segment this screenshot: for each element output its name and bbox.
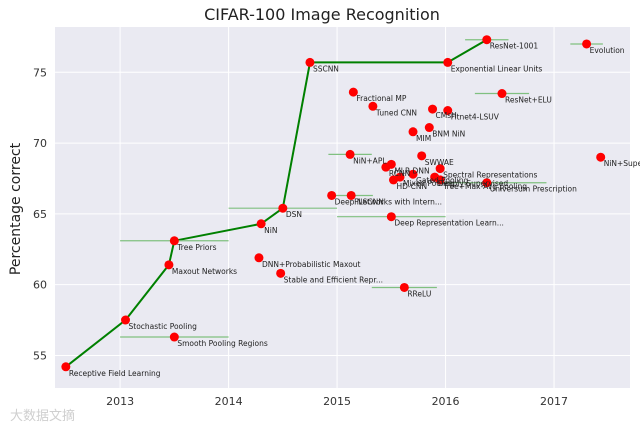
data-point <box>169 332 179 342</box>
x-tick-label: 2014 <box>215 395 243 408</box>
point-label: ResNet-1001 <box>490 42 539 51</box>
data-point <box>443 57 453 67</box>
point-label: SWWAE <box>425 158 454 167</box>
y-axis-label: Percentage correct <box>8 142 24 275</box>
data-point <box>327 190 337 200</box>
data-point <box>497 89 507 99</box>
data-point <box>388 175 398 185</box>
data-point <box>381 162 391 172</box>
y-tick-label: 70 <box>33 137 47 150</box>
point-label: MLR DNN <box>394 166 429 175</box>
plot-background <box>55 27 630 388</box>
point-label: CMsH <box>436 111 457 120</box>
y-tick-label: 55 <box>33 349 47 362</box>
point-labels: Receptive Field Learning Stochastic Pooli… <box>69 42 640 378</box>
point-label: DNN+Probabilistic Maxout <box>262 260 361 269</box>
data-point <box>435 164 445 174</box>
data-point <box>368 101 378 111</box>
data-point <box>169 236 179 246</box>
point-label: Fractional MP <box>356 94 406 103</box>
point-label: ResNet+ELU <box>505 96 552 105</box>
point-label: Gated Pooling <box>416 176 468 185</box>
plot-area <box>55 27 630 388</box>
data-point <box>254 253 264 263</box>
data-point <box>278 203 288 213</box>
y-tick-label: 65 <box>33 208 47 221</box>
point-label: Mixed Pooling <box>403 179 455 188</box>
point-label: HD-CNN <box>396 182 427 191</box>
data-point <box>582 39 592 49</box>
y-axis: 55 60 65 70 75 <box>33 66 47 362</box>
point-label: Tree+Max-Avg pooling <box>442 182 527 191</box>
point-label: RCNN <box>389 169 410 178</box>
point-label: DSN <box>286 210 302 219</box>
data-point <box>596 152 606 162</box>
point-label: Universum Prescription <box>490 185 577 194</box>
point-label: Exponential Linear Units <box>451 64 543 73</box>
data-point <box>256 219 266 229</box>
point-label: NiN+APL <box>353 156 387 165</box>
data-point <box>346 190 356 200</box>
point-label: Tuned CNN <box>375 108 417 117</box>
x-axis: 2013 2014 2015 2016 2017 <box>106 395 568 408</box>
x-tick-label: 2013 <box>106 395 134 408</box>
point-label: Stable and Efficient Repr... <box>284 275 383 284</box>
point-label: MIM <box>416 134 431 143</box>
point-label: Receptive Field Learning <box>69 369 161 378</box>
point-label: Maxout Networks <box>172 267 237 276</box>
data-point <box>443 106 453 116</box>
data-point <box>348 87 358 97</box>
point-label: Tree Priors <box>176 243 216 252</box>
data-point <box>428 104 438 114</box>
point-label: Fitnet4-LSUV <box>451 113 500 122</box>
watermark: 大数据文摘 <box>10 408 75 424</box>
data-point <box>386 212 396 222</box>
x-tick-label: 2016 <box>432 395 460 408</box>
x-tick-label: 2015 <box>323 395 351 408</box>
data-point <box>424 123 434 133</box>
point-label: Deep Networks with Intern... <box>335 197 442 206</box>
data-point <box>408 127 418 137</box>
data-point <box>408 169 418 179</box>
data-point <box>417 151 427 161</box>
data-point <box>435 175 445 185</box>
point-label: SSCNN <box>313 64 339 73</box>
point-label: FLSCNN <box>354 197 384 206</box>
point-label: Stochastic Pooling <box>129 322 198 331</box>
data-point <box>482 35 492 45</box>
data-point <box>345 149 355 159</box>
point-label: NiN+Superclass+CDJ <box>604 159 640 168</box>
data-point <box>164 260 174 270</box>
y-tick-label: 60 <box>33 279 47 292</box>
point-label: Deep Representation Learn... <box>394 219 504 228</box>
point-label: Deeply Supervised <box>438 179 509 188</box>
point-label: Spectral Representations <box>443 171 537 180</box>
data-point <box>121 315 131 325</box>
data-point <box>482 178 492 188</box>
data-point <box>399 282 409 292</box>
point-label: Evolution <box>590 46 625 55</box>
point-label: NiN <box>264 226 277 235</box>
point-label: RReLU <box>407 289 431 298</box>
point-label: BNM NiN <box>432 130 465 139</box>
data-point <box>276 268 286 278</box>
data-point <box>61 362 71 372</box>
grid <box>55 27 630 388</box>
point-label: Smooth Pooling Regions <box>177 339 267 348</box>
y-tick-label: 75 <box>33 66 47 79</box>
chart-title: CIFAR-100 Image Recognition <box>204 5 440 24</box>
data-points <box>61 35 606 372</box>
data-point <box>305 57 315 67</box>
x-tick-label: 2017 <box>540 395 568 408</box>
